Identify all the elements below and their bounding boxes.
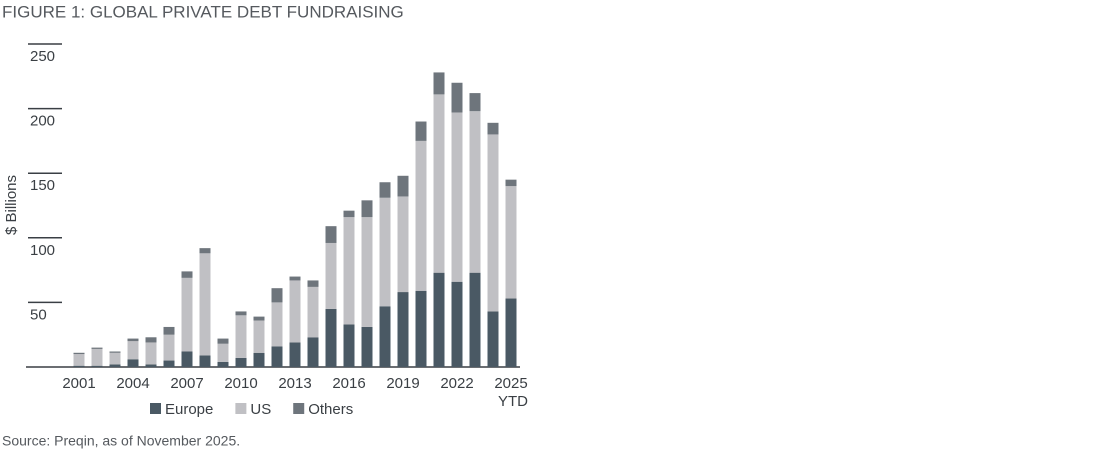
bar-segment [253,316,265,321]
bar-segment [397,196,409,293]
bar-segment [235,311,247,316]
bar-segment [217,338,229,344]
bar-segment [433,72,445,95]
bar-segment [469,93,481,112]
bar-segment [91,365,103,367]
bar-segment [307,280,319,287]
x-tick-label: 2004 [116,375,149,392]
bar-segment [451,112,463,282]
legend-swatch [150,403,161,414]
bar-segment [343,217,355,325]
bar-segment [199,355,211,367]
bar-segment [487,134,499,312]
bar-segment [505,298,517,367]
bar-segment [469,272,481,367]
bar-segment [397,292,409,367]
bar-segment [361,326,373,367]
bar-segment [217,361,229,367]
bar-segment [127,338,139,342]
bar-segment [325,308,337,367]
bar-segment [451,281,463,367]
bar-segment [505,179,517,187]
bar-segment [289,342,301,367]
y-axis-label: $ Billions [3,175,20,235]
y-tick-label: 250 [30,48,55,65]
bar-segment [235,357,247,367]
x-tick-label: 2022 [440,375,473,392]
bar-segment [91,347,103,349]
bar-segment [361,200,373,218]
bar-segment [325,242,337,309]
bar-segment [145,337,157,343]
y-tick-label: 100 [30,242,55,259]
bar-segment [271,302,283,347]
bar-segment [469,111,481,273]
x-tick-label: 2001 [62,375,95,392]
x-tick-label: 2016 [332,375,365,392]
y-tick-label: 50 [30,306,47,323]
bar-segment [433,94,445,273]
bar-segment [379,182,391,198]
bar-segment [109,352,121,365]
bar-segment [415,121,427,141]
bar-segment [73,365,85,367]
legend-swatch [293,403,305,414]
bar-segment [325,226,337,243]
bar-segment [181,351,193,367]
bar-segment [379,306,391,367]
bar-segment [343,324,355,367]
bar-segment [307,337,319,367]
bar-segment [109,351,121,353]
bar-segment [451,82,463,113]
bar-segment [253,352,265,367]
bar-segment [217,343,229,362]
bar-segment [91,348,103,366]
bar-segment [145,364,157,367]
bar-segment [343,210,355,218]
bar-segment [307,286,319,338]
bar-segment [415,140,427,291]
bar-segment [199,253,211,356]
source: Source: Preqin, as of November 2025. [2,433,240,449]
bar-segment [397,175,409,197]
legend-swatch [235,403,247,414]
chart-title: FIGURE 1: GLOBAL PRIVATE DEBT FUNDRAISIN… [2,2,404,21]
bar-segment [361,217,373,327]
bar-segment [127,341,139,360]
legend-label: US [250,401,271,418]
bar-segment [73,352,85,355]
bar-segment [487,122,499,135]
bar-segment [109,364,121,367]
bar-segment [433,272,445,367]
bar-segment [253,320,265,353]
bar-segment [415,290,427,367]
bar-segment [379,197,391,307]
bar-segment [73,354,85,366]
y-tick-label: 150 [30,177,55,194]
x-tick-label: 2007 [170,375,203,392]
bar-segment [163,326,175,335]
bar-segment [199,248,211,254]
bar-segment [289,276,301,281]
legend-label: Europe [165,401,213,418]
bar-segment [235,315,247,358]
bar-segment [127,359,139,367]
bar-segment [145,342,157,365]
bar-segment [289,280,301,343]
bar-segment [163,334,175,361]
x-tick-label: 2019 [386,375,419,392]
bar-segment [181,277,193,352]
bar-segment [181,271,193,278]
y-tick-label: 200 [30,113,55,130]
bar-segment [487,311,499,367]
bar-segment [271,346,283,367]
bar-segment [505,186,517,299]
bar-segment [163,360,175,367]
x-tick-label: 2010 [224,375,257,392]
bar-segment [271,288,283,303]
x-tick-label: 2013 [278,375,311,392]
x-tick-label: 2025 YTD [494,375,528,410]
legend-label: Others [308,401,353,418]
